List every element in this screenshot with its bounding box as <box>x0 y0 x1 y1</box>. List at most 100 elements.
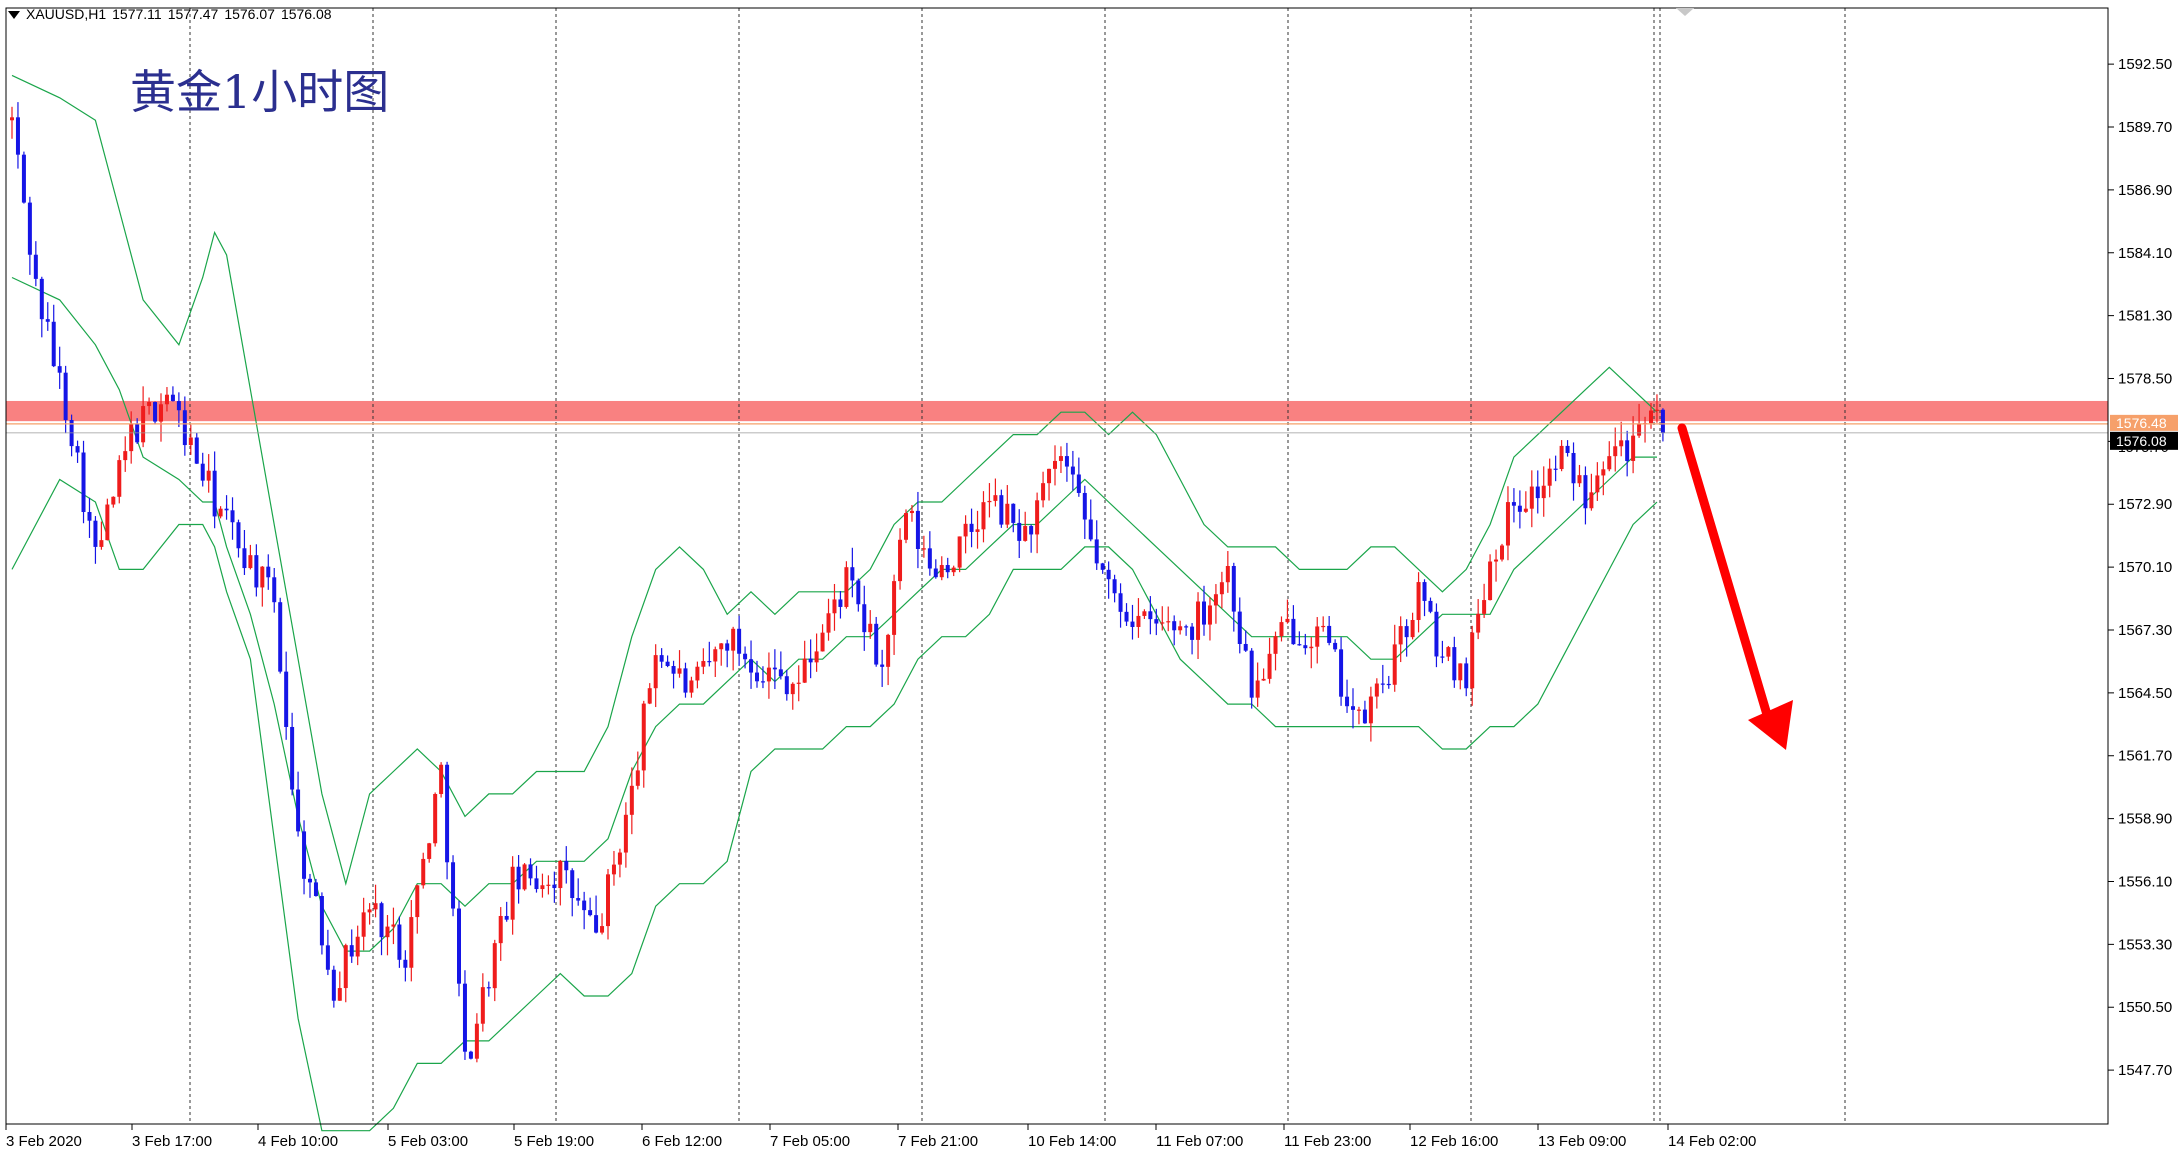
candle-body <box>284 671 289 727</box>
candle-body <box>1339 649 1344 697</box>
candle-body <box>540 885 545 890</box>
candle-body <box>576 898 581 901</box>
candle-body <box>611 864 616 875</box>
candle-body <box>129 423 134 452</box>
x-tick-label: 11 Feb 07:00 <box>1156 1133 1243 1150</box>
candle-body <box>1219 582 1224 595</box>
candle-body <box>117 460 122 497</box>
x-tick-label: 5 Feb 03:00 <box>388 1133 468 1150</box>
candle-body <box>1607 456 1612 470</box>
candle-body <box>588 910 593 916</box>
candle-body <box>1476 613 1481 633</box>
candle-body <box>582 900 587 911</box>
candle-body <box>1058 456 1063 461</box>
candle-body <box>1654 409 1659 411</box>
chart-menu-icon[interactable] <box>8 11 20 20</box>
candle-body <box>272 577 277 603</box>
candle-body <box>915 510 920 549</box>
candle-body <box>898 539 903 582</box>
candle-body <box>1243 643 1248 651</box>
y-tick-label: 1553.30 <box>2118 936 2172 953</box>
candle-body <box>486 987 491 989</box>
candle-body <box>1106 569 1111 580</box>
candle-body <box>975 529 980 532</box>
candle-body <box>707 661 712 663</box>
candle-body <box>93 520 98 547</box>
candle-body <box>880 664 885 667</box>
high-value: 1577.47 <box>167 6 219 22</box>
candle-body <box>355 936 360 957</box>
y-tick-label: 1556.10 <box>2118 873 2172 890</box>
y-tick-label: 1570.10 <box>2118 559 2172 576</box>
candle-body <box>1267 653 1272 679</box>
candle-body <box>468 1051 473 1059</box>
candle-body <box>1285 618 1290 623</box>
candle-body <box>1333 642 1338 650</box>
candle-body <box>647 688 652 704</box>
candle-body <box>403 959 408 968</box>
candle-body <box>1261 678 1266 681</box>
candle-body <box>1207 605 1212 625</box>
y-tick-label: 1547.70 <box>2118 1062 2172 1079</box>
x-tick-label: 7 Feb 05:00 <box>770 1133 850 1150</box>
y-tick-label: 1586.90 <box>2118 182 2172 199</box>
candle-body <box>302 831 307 879</box>
candle-body <box>993 495 998 501</box>
candle-body <box>224 508 229 511</box>
candle-body <box>1172 621 1177 631</box>
candle-body <box>433 794 438 844</box>
candle-body <box>1136 615 1141 627</box>
candle-body <box>504 915 509 920</box>
candle-body <box>683 668 688 693</box>
candle-body <box>981 502 986 530</box>
candle-body <box>534 878 539 890</box>
candle-body <box>397 924 402 960</box>
candle-body <box>808 658 813 663</box>
forecast-arrow-head-icon <box>1748 700 1793 750</box>
candle-body <box>1660 409 1665 433</box>
candle-body <box>457 908 461 984</box>
symbol-label: XAUUSD,H1 <box>26 6 107 22</box>
candle-body <box>629 785 634 815</box>
candle-body <box>254 555 259 588</box>
candle-body <box>641 703 646 771</box>
candle-body <box>1380 683 1385 685</box>
candle-body <box>1279 622 1284 637</box>
y-tick-label: 1564.50 <box>2118 685 2172 702</box>
candle-body <box>1517 505 1522 512</box>
candle-body <box>188 437 193 446</box>
candle-body <box>1482 600 1487 614</box>
candle-body <box>39 278 44 320</box>
candle-body <box>439 764 444 795</box>
candle-body <box>1398 626 1403 645</box>
candle-body <box>337 988 342 1001</box>
candle-body <box>772 667 777 670</box>
candle-body <box>63 372 68 421</box>
candle-body <box>87 512 92 521</box>
candle-body <box>1637 423 1642 436</box>
x-tick-label: 14 Feb 02:00 <box>1668 1133 1756 1150</box>
chart-title: 黄金1小时图 <box>130 65 390 119</box>
x-tick-label: 11 Feb 23:00 <box>1284 1133 1371 1150</box>
candle-body <box>886 634 891 667</box>
candle-body <box>987 500 992 503</box>
candle-body <box>1291 618 1296 645</box>
x-tick-label: 4 Feb 10:00 <box>258 1133 338 1150</box>
x-tick-label: 10 Feb 14:00 <box>1028 1133 1116 1150</box>
candle-body <box>826 613 831 633</box>
candle-body <box>170 394 175 402</box>
candle-body <box>1631 435 1636 461</box>
candle-body <box>1619 440 1624 447</box>
candle-body <box>21 154 26 203</box>
candle-body <box>1124 611 1129 622</box>
candle-body <box>510 866 515 920</box>
candle-body <box>200 463 205 481</box>
candle-body <box>81 452 86 513</box>
y-tick-label: 1558.90 <box>2118 811 2172 828</box>
candle-body <box>814 651 819 663</box>
resistance-zone <box>6 400 2108 422</box>
candle-body <box>10 117 14 121</box>
candle-body <box>1649 410 1653 424</box>
candle-body <box>1064 456 1069 467</box>
